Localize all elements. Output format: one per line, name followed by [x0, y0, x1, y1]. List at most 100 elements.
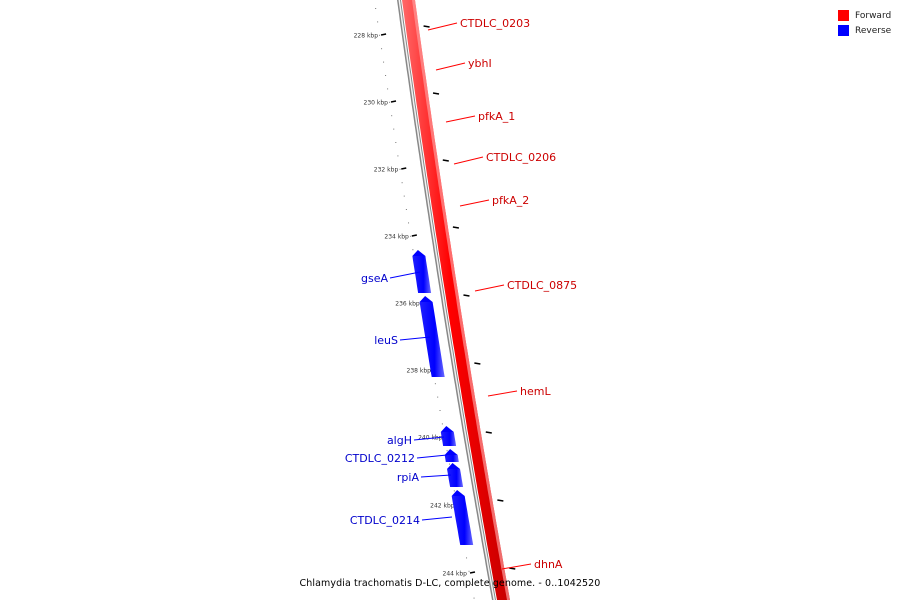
reverse-gene-block	[440, 432, 457, 446]
minor-tick	[375, 8, 377, 9]
forward-leader-line	[445, 115, 476, 123]
reverse-gene-label: algH	[387, 434, 412, 447]
forward-leader-line	[501, 563, 532, 570]
tick-label: 244 kbp	[443, 571, 468, 578]
reverse-gene-arrowhead	[444, 449, 458, 455]
major-tick	[401, 167, 407, 170]
reverse-leader-line	[420, 474, 452, 478]
minor-tick	[468, 570, 470, 572]
reverse-gene-arrowhead	[419, 296, 433, 302]
reverse-leader-line	[421, 516, 453, 521]
reverse-gene-block	[419, 302, 445, 377]
forward-tick	[474, 362, 481, 365]
reverse-strand-track	[412, 250, 474, 545]
reverse-leader-line	[389, 271, 421, 279]
reverse-gene-arrowhead	[412, 250, 426, 256]
forward-leader-line	[459, 199, 490, 207]
minor-tick	[395, 142, 397, 143]
forward-gene-label: CTDLC_0203	[460, 17, 530, 30]
forward-gene-label: pfkA_2	[492, 194, 529, 207]
reverse-gene-label: CTDLC_0212	[345, 452, 415, 465]
reverse-gene-arrowhead	[440, 426, 454, 432]
minor-tick	[412, 249, 414, 251]
backbone-inner	[398, 0, 495, 600]
forward-gene-label: CTDLC_0875	[507, 279, 577, 292]
reverse-gene-label: rpiA	[397, 471, 420, 484]
tick-label: 238 kbp	[407, 368, 432, 375]
minor-tick	[466, 557, 468, 559]
forward-tick	[452, 226, 460, 229]
forward-leader-line	[427, 22, 458, 31]
map-caption: Chlamydia trachomatis D-LC, complete gen…	[299, 578, 601, 589]
tick-label: 230 kbp	[364, 100, 389, 107]
forward-gene-label: CTDLC_0206	[486, 151, 556, 164]
reverse-leader-line	[413, 436, 445, 441]
minor-tick	[439, 410, 441, 411]
minor-tick	[383, 61, 385, 63]
minor-tick	[405, 209, 407, 210]
tick-label: 228 kbp	[354, 33, 379, 40]
minor-tick	[410, 235, 412, 237]
reverse-gene-block	[447, 469, 464, 487]
forward-tick	[509, 567, 516, 570]
tick-label: 234 kbp	[384, 234, 409, 241]
genome-backbone	[397, 0, 496, 600]
legend-forward-label: Forward	[855, 10, 892, 21]
minor-tick	[393, 128, 395, 130]
minor-tick	[434, 383, 436, 385]
minor-tick	[441, 423, 443, 425]
backbone-outer	[397, 0, 496, 600]
forward-gene-label: dhnA	[534, 558, 563, 571]
forward-tick	[423, 25, 430, 28]
minor-tick	[401, 182, 403, 184]
forward-gene-label: hemL	[520, 385, 551, 398]
legend-reverse: Reverse	[838, 23, 891, 38]
minor-tick	[437, 396, 439, 398]
forward-leader-line	[474, 284, 505, 292]
forward-tick	[442, 159, 449, 162]
minor-tick	[473, 597, 475, 599]
reverse-gene-arrowhead	[451, 490, 465, 496]
major-tick	[380, 33, 387, 36]
major-tick	[390, 100, 397, 103]
reverse-swatch-icon	[838, 25, 849, 36]
reverse-gene-label: CTDLC_0214	[350, 514, 420, 527]
minor-tick	[399, 168, 401, 170]
minor-tick	[391, 115, 393, 117]
gene-labels: CTDLC_0203 ybhI pfkA_1 CTDLC_0206 pfkA_2 CTDL…	[345, 17, 577, 571]
minor-tick	[381, 48, 383, 50]
major-tick	[411, 234, 417, 237]
forward-strand-track	[402, 0, 510, 600]
forward-tick	[497, 499, 504, 502]
forward-swatch-icon	[838, 10, 849, 21]
forward-leader-line	[453, 156, 484, 165]
minor-tick	[448, 463, 450, 465]
tick-label: 232 kbp	[374, 167, 399, 174]
minor-tick	[389, 101, 391, 103]
reverse-gene-block	[412, 256, 432, 293]
reverse-leader-line	[416, 454, 448, 459]
forward-gene-label: pfkA_1	[478, 110, 515, 123]
reverse-gene-arrowhead	[447, 463, 460, 469]
legend-forward: Forward	[838, 8, 891, 23]
forward-band-highlight	[412, 0, 510, 600]
forward-leader-line	[435, 62, 466, 71]
minor-tick	[453, 490, 455, 492]
minor-tick	[471, 584, 473, 586]
tick-label: 236 kbp	[395, 301, 420, 308]
forward-tick	[485, 431, 492, 434]
minor-tick	[408, 222, 410, 224]
minor-tick	[446, 450, 448, 452]
forward-tick	[432, 92, 440, 95]
major-tick	[469, 571, 476, 574]
forward-gene-label: ybhI	[468, 57, 492, 70]
minor-tick	[387, 88, 389, 90]
minor-tick	[377, 21, 379, 23]
minor-tick	[385, 75, 387, 76]
forward-leader-line	[487, 390, 518, 397]
reverse-gene-label: gseA	[361, 272, 388, 285]
reverse-gene-label: leuS	[374, 334, 398, 347]
forward-tick	[463, 294, 470, 297]
reverse-gene-block	[451, 496, 474, 545]
